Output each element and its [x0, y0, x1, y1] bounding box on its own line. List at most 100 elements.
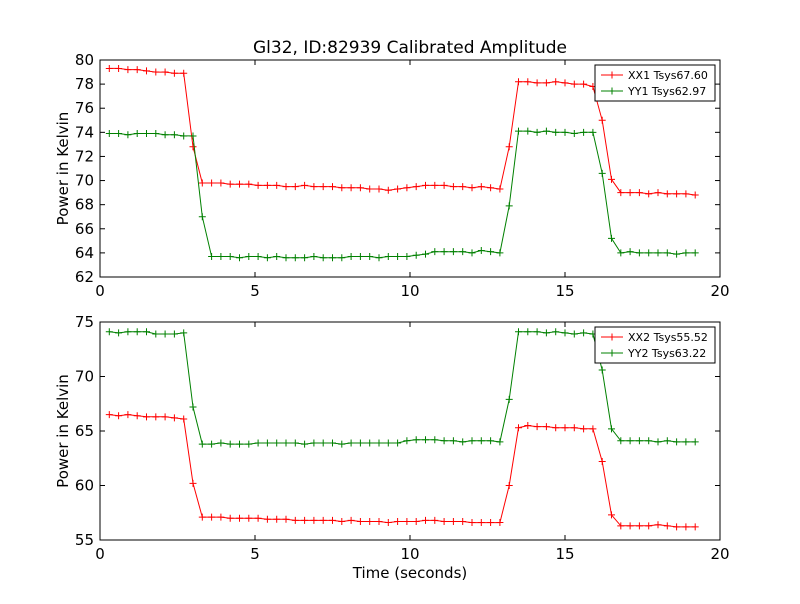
data-point — [217, 439, 225, 447]
y-tick-label: 65 — [75, 422, 94, 440]
data-point — [645, 437, 653, 445]
y-tick-label: 74 — [75, 123, 94, 141]
data-point — [282, 515, 290, 523]
data-point — [217, 513, 225, 521]
data-point — [570, 424, 578, 432]
data-point — [515, 127, 522, 135]
data-point — [133, 328, 141, 336]
data-point — [673, 250, 681, 258]
data-point — [143, 328, 150, 336]
data-point — [477, 437, 485, 445]
plot-frame — [99, 59, 721, 278]
data-point — [608, 234, 615, 242]
data-point — [236, 514, 243, 522]
data-point — [198, 213, 206, 221]
y-tick-label: 75 — [75, 313, 94, 331]
data-point — [654, 249, 662, 257]
plot-frame — [99, 321, 721, 541]
data-point — [319, 254, 327, 262]
data-point — [468, 249, 476, 257]
data-point — [152, 330, 160, 338]
data-point — [533, 328, 541, 336]
data-point — [254, 439, 262, 447]
data-point — [422, 436, 429, 444]
data-point — [626, 189, 634, 197]
data-point — [533, 128, 541, 136]
data-point — [552, 424, 560, 432]
data-point — [282, 254, 290, 262]
data-point — [189, 403, 197, 411]
data-point — [468, 437, 476, 445]
data-point — [124, 66, 132, 74]
data-point — [617, 249, 625, 257]
legend-box — [594, 64, 716, 102]
data-point — [691, 191, 699, 199]
data-point — [580, 128, 588, 136]
data-point — [412, 183, 420, 191]
data-point — [561, 424, 569, 432]
data-point — [468, 184, 476, 192]
data-point — [273, 515, 281, 523]
data-point — [542, 329, 550, 337]
data-point — [524, 127, 532, 135]
data-point — [561, 79, 569, 87]
data-point — [384, 519, 392, 527]
data-point — [515, 328, 522, 336]
data-point — [217, 179, 225, 187]
data-point — [263, 515, 271, 523]
data-point — [384, 186, 392, 194]
data-point — [245, 440, 253, 448]
x-tick-label: 15 — [555, 545, 574, 563]
data-point — [282, 439, 290, 447]
x-tick-label: 10 — [400, 282, 419, 300]
data-point — [663, 249, 671, 257]
data-point — [617, 437, 625, 445]
data-point — [161, 330, 169, 338]
data-point — [319, 439, 327, 447]
data-point — [208, 253, 216, 261]
data-point — [338, 184, 346, 192]
data-point — [310, 516, 318, 524]
data-point — [226, 440, 234, 448]
data-point — [505, 202, 513, 210]
data-point — [301, 181, 309, 189]
data-point — [561, 329, 569, 337]
data-point — [580, 329, 588, 337]
data-point — [291, 254, 299, 262]
data-point — [329, 439, 336, 447]
x-tick-label: 15 — [555, 282, 574, 300]
data-point — [496, 519, 504, 527]
data-point — [561, 128, 569, 136]
data-point — [273, 439, 281, 447]
y-tick-label: 78 — [75, 75, 94, 93]
x-tick-label: 0 — [95, 282, 105, 300]
series-line — [109, 130, 696, 259]
data-point — [236, 180, 243, 188]
data-point — [375, 254, 383, 262]
data-point — [598, 458, 606, 466]
y-axis-label: Power in Kelvin — [54, 112, 72, 226]
y-tick-label: 55 — [75, 531, 94, 549]
data-point — [394, 517, 402, 525]
data-point — [133, 412, 141, 420]
panel-1: 0 5 10 15 20 62 64 66 68 70 72 74 76 78 80 Power in Kel… — [54, 51, 730, 300]
data-point — [440, 248, 448, 256]
data-point — [329, 254, 336, 262]
legend: XX2 Tsys55.52 YY2 Tsys63.22 — [594, 326, 716, 364]
data-point — [691, 249, 699, 257]
data-point — [431, 436, 439, 444]
data-point — [180, 329, 188, 337]
data-point — [356, 517, 364, 525]
x-tick-label: 5 — [250, 545, 260, 563]
data-point — [552, 328, 560, 336]
data-point — [115, 412, 123, 420]
data-point — [347, 439, 355, 447]
data-point — [236, 254, 243, 262]
data-point — [673, 190, 681, 198]
data-point — [682, 190, 690, 198]
y-tick-label: 60 — [75, 477, 94, 495]
data-point — [608, 425, 615, 433]
data-point — [105, 64, 113, 72]
